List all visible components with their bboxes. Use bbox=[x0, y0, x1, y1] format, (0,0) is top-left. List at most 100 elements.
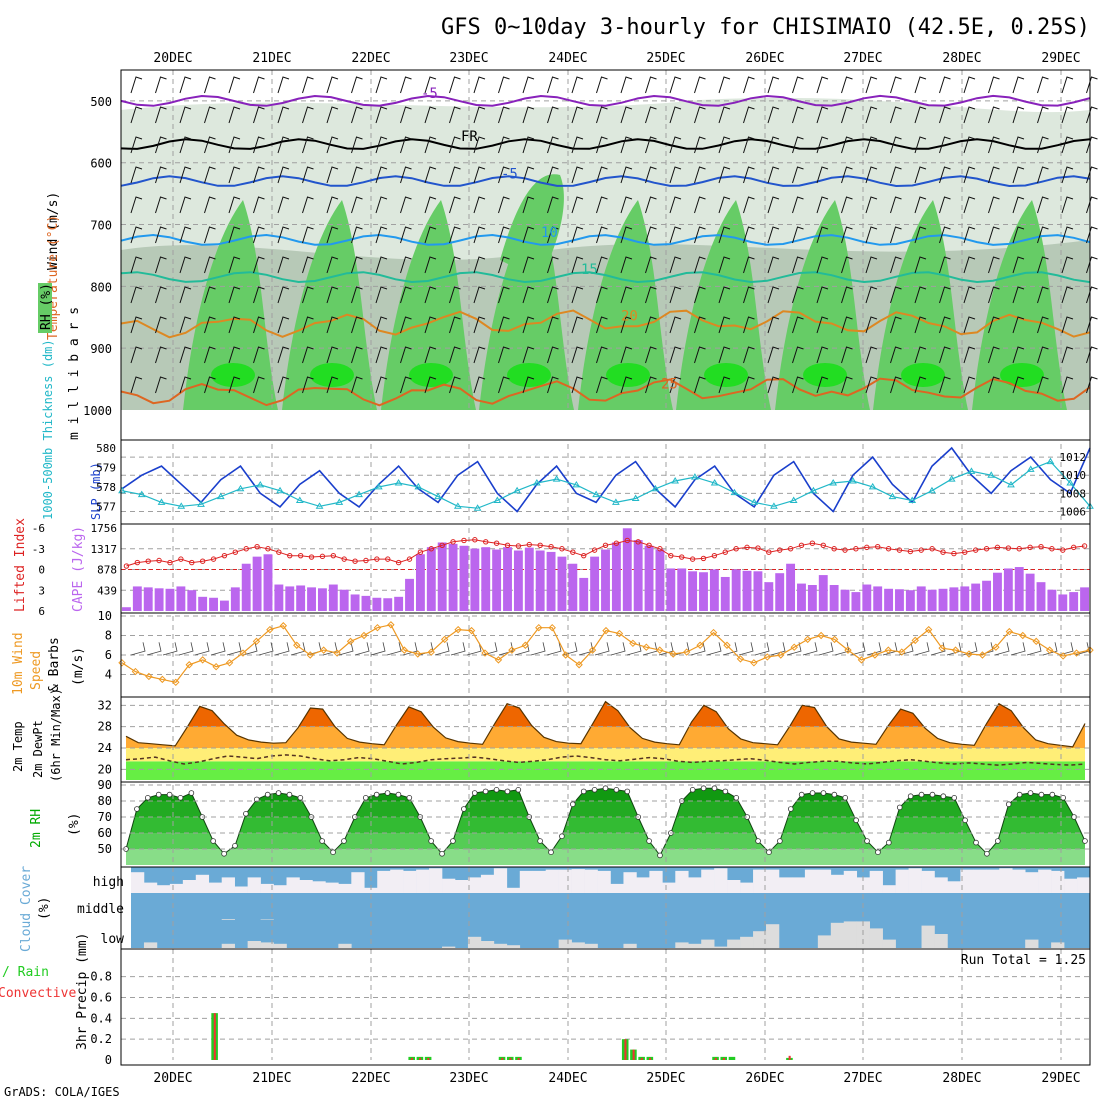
wind-barb bbox=[1086, 376, 1098, 394]
wind-barb bbox=[155, 286, 167, 304]
wind-speed-point bbox=[494, 656, 503, 664]
cloud-bar bbox=[960, 869, 974, 893]
wind-barb bbox=[130, 286, 143, 304]
cape-bar bbox=[644, 545, 654, 611]
wind-barb bbox=[179, 106, 192, 124]
wind-barb bbox=[669, 286, 682, 304]
cloud-layer-label: low bbox=[101, 932, 125, 947]
wind-barb bbox=[767, 226, 780, 244]
precip-tick: 0.6 bbox=[90, 991, 112, 1005]
surface-wind-barb bbox=[578, 642, 594, 656]
wind-barb bbox=[571, 136, 584, 154]
cloud-bar bbox=[1077, 877, 1091, 893]
ylabel-cape: CAPE (J/kg) bbox=[71, 526, 86, 612]
cloud-bar bbox=[869, 870, 883, 893]
li-point bbox=[537, 542, 543, 548]
cloud-bar bbox=[623, 943, 637, 948]
cape-bar bbox=[971, 583, 981, 611]
wind-barb bbox=[1086, 136, 1098, 154]
wind-barb bbox=[939, 196, 951, 214]
cape-bar bbox=[895, 589, 904, 611]
wind-barb bbox=[718, 136, 731, 154]
wind-barb bbox=[424, 286, 437, 304]
wind-barb bbox=[449, 346, 461, 364]
rh-point bbox=[962, 817, 968, 823]
slp-panel: 1000-500mb Thickness (dm) SLP (mb) bbox=[41, 339, 1094, 525]
cape-bar bbox=[753, 571, 763, 611]
wind-speed-point bbox=[387, 621, 395, 629]
cloud-bar bbox=[727, 939, 741, 948]
ylabel-li: Lifted Index bbox=[13, 518, 28, 612]
cape-bar bbox=[285, 586, 295, 611]
wind-barb bbox=[792, 196, 804, 214]
wind-barb bbox=[1037, 316, 1049, 334]
li-point bbox=[428, 546, 434, 552]
wind-barb bbox=[596, 256, 608, 274]
rh-point bbox=[853, 817, 859, 823]
wind-barb bbox=[890, 76, 902, 94]
isotherm-line bbox=[120, 94, 1091, 107]
cape-bar bbox=[688, 571, 698, 611]
wind-speed-point bbox=[266, 625, 274, 634]
precip-conv-bar bbox=[788, 1055, 791, 1060]
wind-barb bbox=[694, 136, 706, 154]
wind-barb bbox=[277, 166, 290, 184]
wind-barb bbox=[449, 316, 461, 334]
li-point bbox=[504, 542, 511, 548]
wind-speed-point bbox=[777, 651, 785, 659]
wind-speed-point bbox=[629, 639, 637, 648]
cloud-bar bbox=[143, 942, 158, 948]
rh-point bbox=[657, 852, 663, 859]
precip-conv-bar bbox=[632, 1049, 635, 1060]
wind-barb bbox=[963, 346, 976, 364]
cloud-bar bbox=[662, 882, 676, 893]
li-point bbox=[461, 537, 467, 544]
ylabel-rh: 2m RH bbox=[29, 809, 44, 848]
cloud-bar bbox=[221, 919, 235, 920]
wind-barb bbox=[424, 136, 437, 154]
wind-barb bbox=[1037, 286, 1049, 304]
wind-barb bbox=[1061, 376, 1074, 394]
wind-barb bbox=[473, 346, 486, 364]
date-label-top: 21DEC bbox=[252, 51, 291, 66]
surface-wind-barb bbox=[738, 642, 754, 656]
cloud-bar bbox=[1051, 870, 1065, 893]
thickness-point bbox=[216, 492, 225, 500]
wind-barb bbox=[939, 166, 951, 184]
wind-speed-point bbox=[467, 626, 476, 635]
cloud-bar bbox=[312, 881, 326, 893]
wind-barb bbox=[914, 196, 927, 214]
wind-barb bbox=[571, 346, 584, 364]
wind-barb bbox=[1061, 166, 1074, 184]
wind-speed-point bbox=[1072, 649, 1081, 657]
temp-tick: 20 bbox=[98, 762, 112, 776]
wind-speed-point bbox=[319, 646, 328, 654]
cloud-bar bbox=[766, 924, 780, 948]
li-point bbox=[951, 550, 957, 557]
wind-speed-point bbox=[561, 651, 570, 659]
cloud-bar bbox=[869, 928, 883, 948]
rh-point bbox=[362, 794, 369, 801]
rh-point bbox=[624, 788, 631, 795]
wind-barb bbox=[645, 376, 657, 394]
wind-barb bbox=[914, 316, 927, 334]
wind-barb bbox=[816, 286, 829, 304]
wind-barb bbox=[865, 166, 878, 184]
li-point bbox=[722, 549, 728, 555]
cloud-bar bbox=[636, 877, 650, 893]
cape-bar bbox=[742, 570, 752, 611]
rh-point bbox=[798, 791, 805, 798]
rh-core bbox=[901, 363, 945, 387]
temp-tick: 24 bbox=[98, 741, 112, 755]
ylabel-temp: 2m Temp bbox=[11, 721, 25, 772]
wind-barb bbox=[963, 106, 976, 124]
cloud-bar bbox=[740, 882, 754, 893]
wind-tick: 6 bbox=[105, 648, 112, 662]
wind-barb bbox=[326, 76, 339, 94]
cloud-bar bbox=[1038, 869, 1052, 893]
wind-barb bbox=[694, 286, 706, 304]
li-point bbox=[809, 540, 816, 546]
cape-bar bbox=[492, 549, 502, 611]
wind-barb bbox=[596, 136, 608, 154]
cape-bar bbox=[361, 595, 371, 611]
